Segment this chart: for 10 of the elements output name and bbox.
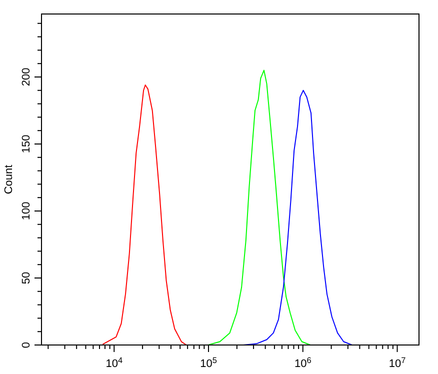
x-tick-label: 10$^{4}$ — [106, 356, 123, 370]
y-tick-label: 50 — [20, 272, 32, 284]
y-tick-label: 200 — [20, 68, 32, 86]
y-axis-title: Count — [3, 164, 15, 194]
y-tick-label: 100 — [20, 202, 32, 220]
y-tick-label: 150 — [20, 134, 32, 154]
x-tick-label: 10$^{6}$ — [294, 356, 312, 370]
x-tick-label: 10$^{5}$ — [200, 356, 218, 370]
y-tick-label: 0 — [20, 342, 32, 348]
x-tick-label: 10$^{7}$ — [388, 356, 406, 370]
